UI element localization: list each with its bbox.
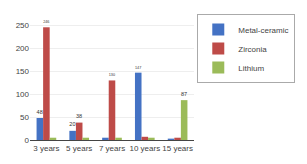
svg-text:7 years: 7 years — [99, 144, 125, 153]
svg-text:50: 50 — [20, 113, 29, 122]
svg-text:87: 87 — [181, 91, 187, 97]
svg-text:Zirconia: Zirconia — [238, 45, 267, 54]
svg-text:10 years: 10 years — [129, 144, 160, 153]
svg-text:48: 48 — [37, 109, 43, 115]
svg-text:246: 246 — [43, 20, 49, 24]
svg-text:5 years: 5 years — [66, 144, 92, 153]
svg-text:15 years: 15 years — [162, 144, 193, 153]
svg-text:150: 150 — [16, 67, 30, 76]
svg-text:200: 200 — [16, 44, 30, 53]
svg-text:0: 0 — [25, 136, 30, 145]
svg-text:250: 250 — [16, 21, 30, 30]
svg-text:3 years: 3 years — [33, 144, 59, 153]
svg-text:38: 38 — [76, 113, 82, 119]
svg-text:130: 130 — [109, 73, 115, 77]
svg-text:100: 100 — [16, 90, 30, 99]
svg-text:20: 20 — [69, 121, 75, 127]
svg-text:147: 147 — [135, 66, 141, 70]
svg-text:Metal-ceramic: Metal-ceramic — [238, 26, 288, 35]
svg-text:Lithium: Lithium — [238, 64, 264, 73]
